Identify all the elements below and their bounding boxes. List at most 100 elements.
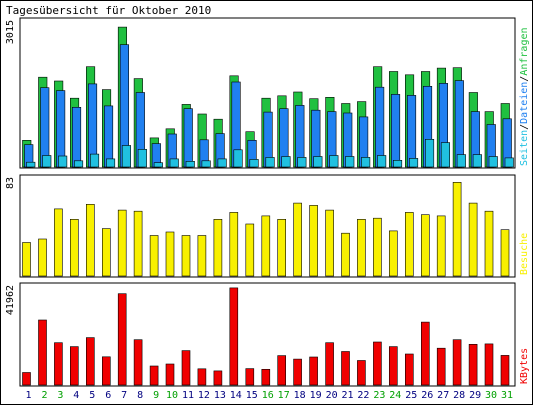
bar-seiten-10 [169, 158, 179, 168]
bar-kbytes-7 [117, 293, 127, 386]
day-label-24: 24 [389, 390, 401, 401]
bar-kbytes-10 [165, 363, 175, 386]
bar-besuche-13 [213, 219, 223, 277]
bar-kbytes-27 [436, 347, 446, 386]
bar-besuche-28 [452, 182, 462, 277]
day-label-9: 9 [153, 390, 159, 401]
day-label-6: 6 [105, 390, 111, 401]
bar-dateien-24 [390, 94, 401, 168]
bar-kbytes-26 [420, 321, 430, 386]
bar-dateien-2 [40, 87, 50, 168]
bar-kbytes-9 [149, 365, 159, 386]
panel-kbytes: 41962 KBytes [5, 282, 530, 387]
bar-seiten-11 [185, 161, 195, 168]
bar-seiten-24 [392, 160, 403, 168]
bar-kbytes-8 [133, 339, 143, 386]
day-label-22: 22 [357, 390, 369, 401]
bar-dateien-25 [406, 95, 417, 168]
bar-besuche-27 [436, 215, 446, 277]
bar-besuche-5 [86, 204, 95, 277]
bar-seiten-1 [26, 161, 36, 168]
legend-entry: Anfragen [519, 27, 530, 75]
bar-seiten-12 [201, 160, 211, 168]
ymax-label-kbytes: 41962 [5, 285, 16, 315]
day-label-28: 28 [453, 390, 465, 401]
bar-seiten-5 [90, 153, 100, 168]
bar-besuche-4 [70, 219, 79, 277]
ymax-label-visits: 83 [5, 177, 16, 189]
bar-seiten-16 [265, 157, 275, 168]
bar-kbytes-12 [197, 368, 207, 386]
bar-besuche-1 [22, 242, 31, 277]
bar-seiten-3 [58, 155, 68, 168]
bar-dateien-6 [104, 105, 114, 168]
bar-kbytes-23 [373, 341, 382, 386]
legend-entry: Besuche [519, 233, 530, 275]
bar-seiten-20 [329, 155, 339, 168]
day-label-1: 1 [25, 390, 31, 401]
day-label-13: 13 [214, 390, 226, 401]
bar-seiten-7 [121, 145, 131, 168]
panel-visits: 83 Besuche [5, 174, 530, 278]
bar-kbytes-3 [54, 342, 63, 386]
bar-seiten-15 [249, 159, 259, 168]
day-label-16: 16 [262, 390, 274, 401]
bar-besuche-2 [38, 238, 47, 277]
legend-visits: Besuche [519, 233, 530, 275]
bar-seiten-28 [456, 154, 466, 168]
bar-kbytes-13 [213, 370, 223, 386]
legend-entry: Seiten [519, 130, 530, 166]
bar-seiten-26 [424, 139, 435, 168]
panel-frame-hits [19, 17, 516, 169]
bar-besuche-21 [341, 232, 350, 277]
bar-besuche-6 [102, 228, 111, 277]
bar-kbytes-28 [452, 339, 462, 386]
bar-kbytes-11 [181, 350, 191, 386]
bar-kbytes-16 [261, 368, 271, 386]
bar-dateien-23 [375, 86, 385, 168]
bar-besuche-7 [117, 209, 127, 277]
day-label-18: 18 [294, 390, 306, 401]
day-label-27: 27 [437, 390, 449, 401]
day-label-11: 11 [182, 390, 194, 401]
bar-kbytes-30 [484, 343, 494, 386]
day-label-17: 17 [278, 390, 290, 401]
bar-seiten-17 [281, 156, 291, 168]
day-label-2: 2 [41, 390, 47, 401]
bar-seiten-21 [345, 156, 355, 168]
legend-kbytes: KBytes [519, 348, 530, 384]
bar-kbytes-24 [388, 346, 398, 386]
bar-kbytes-21 [341, 351, 350, 386]
bar-besuche-31 [500, 229, 510, 277]
bar-seiten-30 [488, 156, 498, 168]
chart-title: Tagesübersicht für Oktober 2010 [6, 4, 211, 17]
bar-kbytes-6 [102, 356, 111, 386]
bar-besuche-24 [388, 230, 398, 277]
bar-kbytes-15 [245, 368, 255, 386]
day-label-21: 21 [341, 390, 353, 401]
bar-seiten-22 [361, 157, 371, 168]
day-label-25: 25 [405, 390, 417, 401]
day-label-12: 12 [198, 390, 210, 401]
bar-besuche-26 [420, 214, 430, 277]
bar-besuche-16 [261, 215, 271, 277]
legend-hits: Seiten/Dateien/Anfragen [519, 27, 530, 166]
bar-kbytes-1 [22, 372, 31, 386]
bar-besuche-3 [54, 208, 63, 277]
day-label-14: 14 [230, 390, 242, 401]
day-label-4: 4 [73, 390, 79, 401]
bar-besuche-18 [293, 202, 302, 277]
day-label-20: 20 [326, 390, 338, 401]
day-label-31: 31 [501, 390, 513, 401]
bar-besuche-22 [357, 219, 366, 277]
bar-kbytes-25 [404, 353, 414, 386]
bar-besuche-30 [484, 210, 494, 277]
day-label-19: 19 [310, 390, 322, 401]
bar-besuche-29 [468, 202, 478, 277]
bar-besuche-19 [309, 205, 318, 277]
legend-entry: KBytes [519, 348, 530, 384]
bar-dateien-28 [454, 80, 464, 168]
day-axis: 1 2 3 4 5 6 7 8 9 10 11 12 13 14 15 16 17 18 19 20 21 22 23 24 2… [25, 390, 513, 401]
